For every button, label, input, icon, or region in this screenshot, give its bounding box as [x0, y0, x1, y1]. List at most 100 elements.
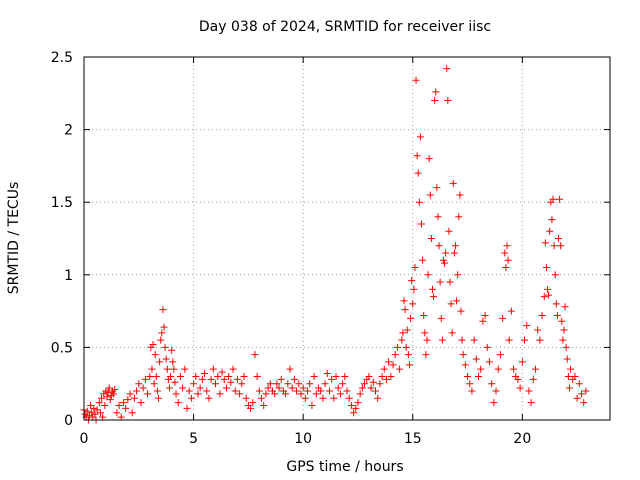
data-point: [387, 372, 395, 380]
data-point: [222, 384, 230, 392]
data-point: [122, 404, 130, 412]
data-point: [527, 399, 535, 407]
data-point: [225, 372, 233, 380]
data-point: [557, 242, 565, 250]
data-point: [548, 216, 556, 224]
data-point: [334, 384, 342, 392]
data-point: [433, 184, 441, 192]
data-point: [479, 317, 487, 325]
data-point: [160, 323, 168, 331]
data-point: [181, 365, 189, 373]
data-point: [196, 384, 204, 392]
data-point: [409, 300, 417, 308]
data-point: [105, 384, 113, 392]
x-tick-label: 20: [513, 431, 531, 447]
data-point: [176, 372, 184, 380]
data-point: [438, 336, 446, 344]
data-point: [540, 293, 548, 301]
data-point: [90, 404, 98, 412]
data-point: [165, 384, 173, 392]
data-point: [523, 322, 531, 330]
data-point: [418, 220, 426, 228]
data-point: [99, 413, 107, 421]
data-point: [255, 387, 263, 395]
data-point: [328, 375, 336, 383]
data-point: [401, 306, 409, 314]
data-point: [319, 394, 327, 402]
x-axis-label: GPS time / hours: [286, 459, 403, 475]
data-point: [458, 336, 466, 344]
data-point: [156, 358, 164, 366]
data-point: [398, 336, 406, 344]
data-point: [174, 399, 182, 407]
data-point: [187, 394, 195, 402]
data-point: [101, 401, 109, 409]
data-point: [448, 329, 456, 337]
data-point: [425, 155, 433, 163]
data-point: [229, 365, 237, 373]
data-point: [446, 278, 454, 286]
data-point: [434, 213, 442, 221]
data-point: [536, 336, 544, 344]
data-point: [266, 380, 274, 388]
data-point: [231, 387, 239, 395]
data-point: [115, 401, 123, 409]
data-point: [247, 404, 255, 412]
data-point: [194, 390, 202, 398]
data-point: [306, 380, 314, 388]
data-point: [420, 311, 428, 319]
data-point: [413, 152, 421, 160]
data-point: [183, 404, 191, 412]
plot-frame: [83, 56, 611, 421]
data-point: [505, 336, 513, 344]
data-point: [411, 264, 419, 272]
data-point: [461, 361, 469, 369]
data-point: [426, 191, 434, 199]
data-point: [273, 380, 281, 388]
data-point: [153, 387, 161, 395]
data-point: [295, 380, 303, 388]
data-point: [264, 384, 272, 392]
data-point: [454, 271, 462, 279]
data-point: [163, 365, 171, 373]
data-point: [504, 256, 512, 264]
data-point: [565, 384, 573, 392]
data-point: [345, 394, 353, 402]
data-point: [185, 387, 193, 395]
data-point: [441, 259, 449, 267]
data-point: [157, 336, 165, 344]
data-point: [369, 378, 377, 386]
data-point: [382, 375, 390, 383]
data-point: [151, 351, 159, 359]
data-point: [538, 311, 546, 319]
data-point: [304, 387, 312, 395]
data-point: [575, 380, 583, 388]
y-axis-label: SRMTID / TECUs: [6, 182, 22, 295]
data-point: [135, 380, 143, 388]
data-point: [573, 394, 581, 402]
data-point: [83, 407, 91, 415]
data-point: [554, 235, 562, 242]
data-point: [431, 97, 439, 105]
data-point: [293, 387, 301, 395]
data-point: [403, 326, 411, 334]
data-point: [443, 65, 451, 73]
data-point: [155, 394, 163, 402]
data-point: [212, 380, 219, 388]
data-point: [564, 372, 572, 380]
data-point: [408, 277, 416, 285]
data-point: [391, 351, 399, 359]
data-point: [130, 394, 138, 402]
data-point: [277, 375, 285, 383]
data-point: [317, 387, 325, 395]
data-point: [260, 401, 268, 409]
data-point: [358, 384, 366, 392]
data-point: [546, 227, 554, 235]
y-tick-label: 0.5: [51, 340, 73, 356]
data-point: [553, 311, 561, 319]
data-point: [323, 370, 331, 378]
data-point: [447, 300, 455, 308]
data-point: [453, 297, 461, 305]
data-point: [428, 285, 436, 293]
data-point: [470, 336, 478, 344]
